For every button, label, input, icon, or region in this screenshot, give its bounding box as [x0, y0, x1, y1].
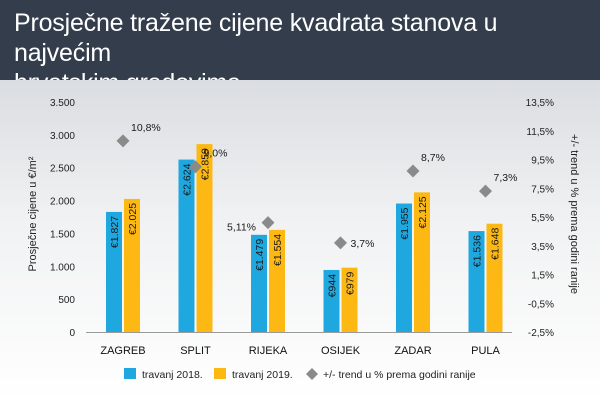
bar-value-label: €1.479	[254, 239, 266, 271]
bar-2018	[468, 231, 485, 332]
bar-2018	[251, 234, 267, 332]
category-label: PULA	[471, 345, 500, 357]
bar-value-label: €1.648	[490, 228, 502, 260]
y2-tick-label: -0,5%	[528, 299, 554, 310]
y2-tick-label: 1,5%	[531, 271, 554, 282]
bar-value-label: €1.955	[399, 207, 411, 239]
trend-value-label: 8,7%	[421, 152, 445, 164]
bar-value-label: €2.025	[127, 203, 139, 235]
y-tick-label: 2.000	[50, 197, 75, 208]
y-tick-label: 2.500	[50, 164, 75, 175]
bar-2018	[323, 269, 340, 332]
y-tick-label: 3.500	[50, 98, 75, 109]
legend-swatch-2018	[124, 368, 136, 379]
y-axis-title: Prosječne cijene u €/m²	[27, 156, 39, 271]
bar-value-label: €2.859	[200, 148, 212, 180]
bar-2019	[196, 144, 213, 332]
y-tick-label: 3.000	[50, 131, 75, 142]
legend-label-2018: travanj 2018.	[142, 369, 203, 381]
category-label: RIJEKA	[249, 345, 288, 357]
trend-marker	[479, 184, 492, 198]
bar-value-label: €1.536	[472, 235, 484, 267]
bar-2018	[178, 159, 195, 332]
y2-tick-label: 3,5%	[531, 242, 554, 253]
title-banner: Prosječne tražene cijene kvadrata stanov…	[0, 0, 600, 97]
bar-2019	[414, 192, 430, 332]
category-label: SPLIT	[180, 345, 211, 357]
category-label: ZADAR	[394, 345, 431, 357]
bar-value-label: €979	[345, 272, 357, 296]
bar-value-label: €2.624	[182, 163, 194, 195]
bar-value-label: €1.827	[109, 216, 121, 248]
bar-value-label: €1.554	[272, 234, 284, 266]
legend-label-trend: +/- trend u % prema godini ranije	[323, 369, 476, 381]
category-label: ZAGREB	[100, 345, 145, 357]
y-tick-label: 1.500	[50, 229, 75, 240]
y2-tick-label: 7,5%	[531, 184, 554, 195]
y2-tick-label: 9,5%	[531, 156, 554, 167]
trend-value-label: 5,11%	[227, 222, 256, 234]
y2-tick-label: 13,5%	[526, 98, 554, 109]
bar-2019	[341, 267, 358, 332]
trend-value-label: 3,7%	[351, 238, 375, 250]
trend-value-label: 10,8%	[131, 122, 161, 134]
bar-2019	[269, 229, 285, 332]
category-label: OSIJEK	[321, 345, 361, 357]
legend-swatch-2019	[214, 368, 226, 379]
bar-2019	[124, 198, 140, 332]
bar-value-label: €944	[327, 274, 339, 298]
trend-marker	[334, 236, 347, 250]
y2-tick-label: 11,5%	[526, 127, 554, 138]
y2-tick-label: -2,5%	[528, 328, 554, 339]
trend-value-label: 9,0%	[204, 148, 228, 160]
bar-2019	[486, 223, 503, 332]
y2-tick-label: 5,5%	[531, 213, 554, 224]
y2-axis-title: +/- trend u % prema godini ranije	[568, 134, 580, 294]
bar-2018	[396, 203, 412, 332]
trend-marker	[116, 134, 130, 148]
y-tick-label: 500	[58, 295, 75, 306]
trend-value-label: 7,3%	[494, 172, 518, 184]
chart-title-line-1: Prosječne tražene cijene kvadrata stanov…	[14, 9, 498, 67]
legend-marker-trend	[306, 368, 318, 380]
legend-label-2019: travanj 2019.	[232, 369, 293, 381]
trend-marker	[189, 160, 202, 174]
y-tick-label: 1.000	[50, 262, 75, 273]
trend-marker	[406, 164, 420, 178]
bar-2018	[106, 211, 122, 332]
trend-marker	[261, 216, 275, 230]
bar-value-label: €2.125	[417, 196, 429, 228]
y-tick-label: 0	[69, 328, 75, 339]
